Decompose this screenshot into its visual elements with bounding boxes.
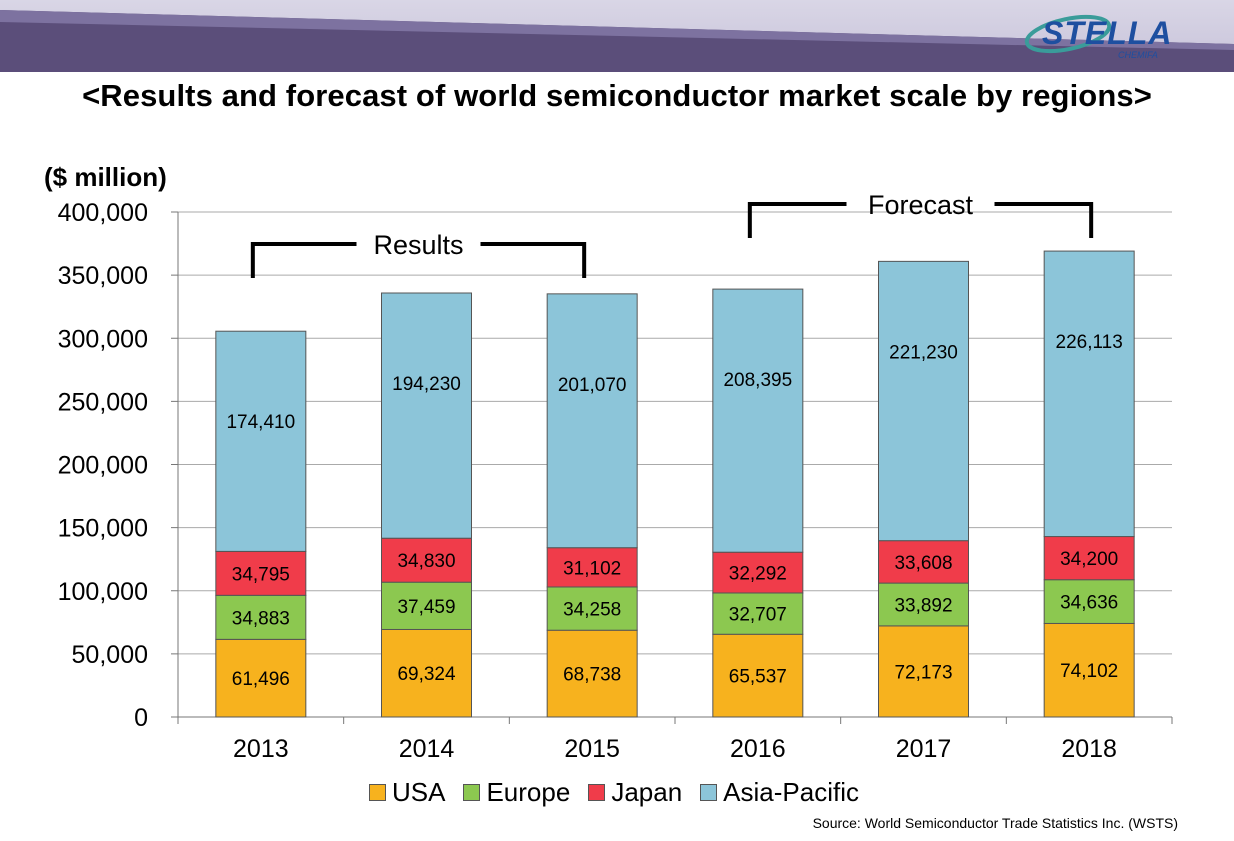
x-tick-label: 2016 [730,735,786,763]
data-label: 201,070 [558,375,627,396]
bar-segment [381,292,472,539]
legend-swatch [369,784,386,801]
x-tick-label: 2015 [564,735,620,763]
banner-highlight [0,10,1234,50]
data-label: 34,258 [563,600,621,621]
bar-segment [712,633,804,718]
data-label: 61,496 [232,669,290,690]
data-label: 65,537 [729,667,787,688]
bar-segment [1043,536,1135,581]
y-tick-label: 300,000 [58,325,148,353]
annotation-bracket-right [480,242,587,278]
data-label: 34,795 [232,564,290,585]
logo-wordmark: STELLA [1042,15,1172,51]
data-label: 226,113 [1056,332,1123,353]
legend-label: Japan [611,777,683,807]
bar-segment [1043,250,1135,538]
annotation-bracket-left [747,202,847,238]
y-tick-label: 150,000 [58,515,148,543]
legend-swatch [463,784,481,801]
data-label: 34,883 [232,608,290,629]
data-label: 37,459 [397,597,455,618]
x-tick-label: 2017 [896,735,952,763]
company-logo: STELLA CHEMIFA [1024,14,1172,60]
bar-segment [1043,579,1135,624]
data-label: 34,200 [1060,549,1118,570]
bar-segment [215,550,307,596]
annotation-bracket-left [250,242,357,278]
bar-segment [381,628,472,718]
legend-item: Japan [588,777,682,808]
logo-subtext: CHEMIFA [1118,50,1158,60]
data-label: 32,707 [729,605,787,626]
x-tick-label: 2018 [1061,735,1117,763]
data-label: 74,102 [1060,661,1118,682]
legend-item: USA [369,777,445,808]
annotation-bracket-right [994,202,1094,238]
bar-segment [712,288,804,553]
legend-label: Europe [486,777,571,807]
bar-segment [878,260,969,542]
data-label: 208,395 [723,370,792,391]
bar-segment [712,551,804,594]
annotation-label: Forecast [868,190,974,220]
y-axis-title: ($ million) [44,162,167,192]
header-banner [0,10,1234,72]
x-tick-label: 2014 [399,735,455,763]
y-tick-label: 200,000 [58,452,148,480]
data-label: 34,830 [397,551,455,572]
page-title: <Results and forecast of world semicondu… [82,78,1152,113]
y-tick-label: 250,000 [58,388,148,416]
y-tick-label: 100,000 [58,578,148,606]
data-label: 34,636 [1060,593,1118,614]
data-label: 33,608 [894,553,952,574]
bar-segment [546,293,638,549]
bar-segment [546,629,638,718]
data-label: 72,173 [894,662,952,683]
legend-label: Asia-Pacific [723,777,859,807]
y-tick-label: 350,000 [58,262,148,290]
bar-segment [546,547,638,588]
logo-swoosh [1024,14,1112,54]
y-tick-label: 50,000 [72,641,148,669]
bar-segment [878,540,969,584]
data-label: 69,324 [397,664,456,685]
data-label: 174,410 [226,412,295,433]
bar-segment [215,330,307,552]
legend-swatch [700,784,718,801]
legend-item: Asia-Pacific [700,777,859,808]
x-tick-label: 2013 [233,735,289,763]
bar-segment [215,638,307,718]
y-tick-label: 0 [134,704,148,732]
data-label: 194,230 [392,374,461,395]
legend-swatch [588,784,606,801]
data-label: 32,292 [729,564,787,585]
legend-item: Europe [463,777,570,808]
data-label: 31,102 [563,558,621,579]
bar-segment [546,586,638,631]
chart-legend: USA Europe Japan Asia-Pacific [0,777,1234,808]
data-label: 68,738 [563,665,621,686]
legend-label: USA [392,777,446,807]
bar-segment [712,592,804,635]
data-label: 33,892 [894,595,952,616]
bar-segment [1043,622,1135,718]
bar-segment [215,594,307,640]
bar-segment [878,582,969,627]
source-note: Source: World Semiconductor Trade Statis… [812,815,1178,831]
bar-segment [381,537,472,583]
annotation-label: Results [373,230,463,260]
data-label: 221,230 [889,342,958,363]
y-tick-label: 400,000 [58,199,148,227]
